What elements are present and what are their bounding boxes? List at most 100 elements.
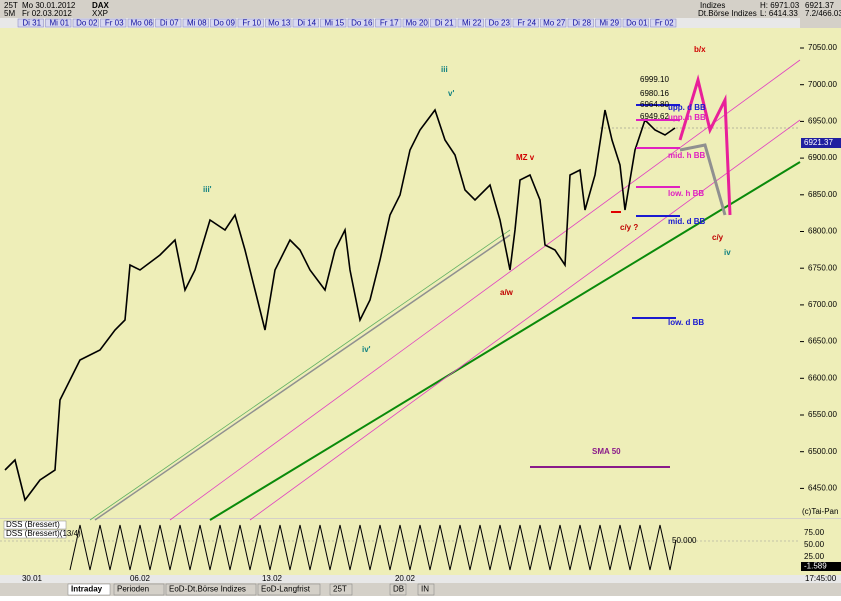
date-tab[interactable] <box>17 18 44 28</box>
date-tab[interactable] <box>72 18 99 28</box>
date-tab[interactable] <box>540 18 567 28</box>
tab[interactable] <box>113 583 165 596</box>
header-text: 5M <box>4 9 15 18</box>
date-tab[interactable] <box>210 18 237 28</box>
indicator-title: DSS (Bressert)(13/4) <box>6 529 81 538</box>
date-tab[interactable] <box>595 18 622 28</box>
date-tab[interactable] <box>292 18 319 28</box>
annotation: iii' <box>203 185 212 194</box>
date-tab[interactable] <box>512 18 539 28</box>
price-label: 6800.00 <box>808 227 837 236</box>
tab[interactable] <box>257 583 321 596</box>
annotation: 6949.62 <box>640 112 669 121</box>
price-label: 6550.00 <box>808 410 837 419</box>
last-price: 6921.37 <box>804 138 833 147</box>
annotation: 6964.80 <box>640 100 669 109</box>
date-tab[interactable] <box>347 18 374 28</box>
date-tab-label: Di 21 <box>435 19 454 28</box>
date-tab[interactable] <box>485 18 512 28</box>
header-text: Mo 30.01.2012 <box>22 1 76 10</box>
date-tab-label: Fr 10 <box>242 19 261 28</box>
price-axis-area <box>800 28 841 518</box>
date-tab[interactable] <box>127 18 154 28</box>
date-tab[interactable] <box>155 18 182 28</box>
header-text: Fr 02.03.2012 <box>22 9 72 18</box>
date-tab[interactable] <box>182 18 209 28</box>
date-tab[interactable] <box>430 18 457 28</box>
date-tab[interactable] <box>457 18 484 28</box>
date-tab-label: Mo 20 <box>406 19 429 28</box>
last-price-box <box>801 138 841 148</box>
indicator-current-box <box>801 562 841 571</box>
trend-line <box>94 234 511 521</box>
date-tab[interactable] <box>45 18 72 28</box>
date-tab-label: Mo 27 <box>543 19 566 28</box>
date-tab-label: Di 14 <box>297 19 316 28</box>
header-text: 25T <box>4 1 18 10</box>
annotation: 6980.16 <box>640 89 669 98</box>
date-tab[interactable] <box>375 18 402 28</box>
date-tab-label: Di 28 <box>572 19 591 28</box>
copyright: (c)Tai-Pan <box>802 507 838 516</box>
date-tab[interactable] <box>402 18 429 28</box>
date-tab-label: Mi 22 <box>462 19 482 28</box>
price-label: 6500.00 <box>808 447 837 456</box>
date-tab[interactable] <box>100 18 127 28</box>
scenario-path <box>679 143 727 216</box>
header-text: XXP <box>92 9 108 18</box>
indicator-level-label: 50.000 <box>672 536 697 545</box>
tab[interactable] <box>67 583 111 596</box>
date-tab-label: Do 01 <box>626 19 648 28</box>
trend-line <box>209 161 801 521</box>
trend-line <box>169 59 801 521</box>
date-tab-label: Mo 13 <box>268 19 291 28</box>
time-label: 20.02 <box>395 574 416 583</box>
tab-label: IN <box>421 585 429 594</box>
tab-label: Perioden <box>117 585 149 594</box>
annotation: upp. h BB <box>668 113 706 122</box>
price-label: 6450.00 <box>808 484 837 493</box>
date-tab[interactable] <box>320 18 347 28</box>
date-tab-label: Fr 17 <box>380 19 399 28</box>
date-tab[interactable] <box>265 18 292 28</box>
header-text: DAX <box>92 1 110 10</box>
tab[interactable] <box>389 583 407 596</box>
header-text: Indizes <box>700 1 725 10</box>
time-axis <box>0 575 841 583</box>
annotation: upp. d BB <box>668 103 706 112</box>
trend-line <box>249 119 801 521</box>
date-tab[interactable] <box>650 18 677 28</box>
header-text: H: 6971.03 <box>760 1 800 10</box>
indicator-title-box <box>3 529 67 539</box>
date-tab-label: Mi 15 <box>324 19 344 28</box>
date-tab-label: Fr 24 <box>517 19 536 28</box>
trend-lines <box>89 59 801 521</box>
annotation: iii <box>441 65 448 74</box>
date-tab-label: Do 16 <box>351 19 373 28</box>
tab[interactable] <box>417 583 435 596</box>
annotation: mid. d BB <box>668 217 706 226</box>
tab[interactable] <box>329 583 353 596</box>
price-label: 6750.00 <box>808 263 837 272</box>
tab-label: EoD-Langfrist <box>261 585 311 594</box>
annotation: iv' <box>362 345 371 354</box>
annotation: SMA 50 <box>592 447 621 456</box>
date-tab[interactable] <box>567 18 594 28</box>
tab[interactable] <box>165 583 257 596</box>
price-label: 6850.00 <box>808 190 837 199</box>
annotation: mid. h BB <box>668 151 706 160</box>
date-tab[interactable] <box>622 18 649 28</box>
band-lines <box>530 104 680 468</box>
indicator-title: DSS (Bressert) <box>6 520 60 529</box>
date-tab-label: Do 23 <box>489 19 511 28</box>
header-text: 7.2/466.03 <box>805 9 841 18</box>
time-label: 13.02 <box>262 574 283 583</box>
price-label: 6600.00 <box>808 373 837 382</box>
price-label: 6950.00 <box>808 117 837 126</box>
trend-line <box>89 229 511 521</box>
date-tab-label: Fr 03 <box>105 19 124 28</box>
price-label: 6700.00 <box>808 300 837 309</box>
annotation: v' <box>448 89 454 98</box>
date-tab[interactable] <box>237 18 264 28</box>
